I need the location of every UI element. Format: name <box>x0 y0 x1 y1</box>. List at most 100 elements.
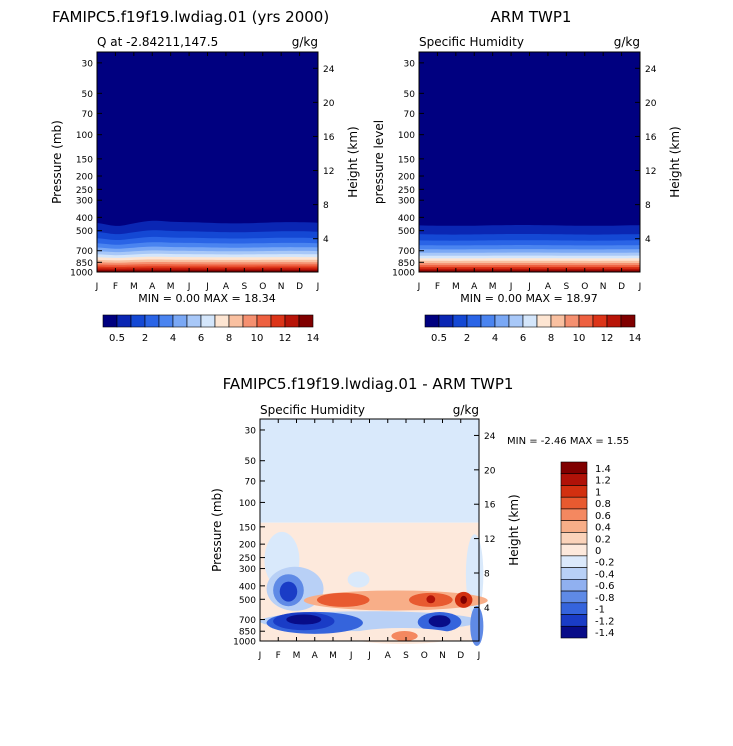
y-tick-label: 200 <box>76 173 93 183</box>
y-tick-label: 300 <box>76 197 93 207</box>
colorbar-label: 0.2 <box>595 534 611 545</box>
colorbar-label: 0.5 <box>109 333 125 344</box>
colorbar-swatch <box>452 314 468 328</box>
y2-tick-label: 24 <box>484 432 496 442</box>
chart-units: g/kg <box>292 35 318 49</box>
colorbar-swatch <box>256 314 272 328</box>
y-tick-label: 70 <box>404 110 416 120</box>
colorbar-swatch <box>560 496 588 510</box>
x-tick-label: J <box>417 282 421 292</box>
diff-contour-region <box>426 595 436 604</box>
colorbar-label: 0.6 <box>595 511 611 522</box>
colorbar-label: 1.4 <box>595 464 611 475</box>
y-tick-label: 1000 <box>392 269 415 279</box>
colorbar-swatch <box>298 314 314 328</box>
colorbar-swatch <box>424 314 440 328</box>
colorbar-label: -0.4 <box>595 569 615 580</box>
x-tick-label: D <box>296 282 303 292</box>
y-tick-label: 30 <box>82 59 94 69</box>
colorbar-label: 0.8 <box>595 499 611 510</box>
x-tick-label: M <box>489 282 497 292</box>
y-tick-label: 1000 <box>70 269 93 279</box>
colorbar-swatch <box>560 602 588 615</box>
colorbar-label: 4 <box>170 333 176 344</box>
colorbar-label: -1.4 <box>595 628 615 639</box>
colorbar-swatch <box>144 314 160 328</box>
x-tick-label: A <box>385 651 392 661</box>
x-tick-label: A <box>312 651 319 661</box>
diff-contour-region <box>279 581 298 602</box>
colorbar-label: 12 <box>601 333 614 344</box>
colorbar-label: 10 <box>251 333 264 344</box>
colorbar-label: -0.8 <box>595 593 615 604</box>
y2-tick-label: 8 <box>645 201 651 211</box>
y-tick-label: 300 <box>239 565 256 575</box>
colorbar-label: 8 <box>548 333 554 344</box>
y-tick-label: 400 <box>76 214 93 224</box>
colorbar-swatch <box>578 314 594 328</box>
x-tick-label: S <box>563 282 569 292</box>
diff-upper-band <box>260 419 479 523</box>
x-tick-label: O <box>259 282 266 292</box>
colorbar-swatch <box>480 314 496 328</box>
colorbar-label: 14 <box>629 333 642 344</box>
x-tick-label: J <box>316 282 320 292</box>
colorbar-swatch <box>130 314 146 328</box>
colorbar-swatch <box>560 461 588 475</box>
colorbar-label: 6 <box>198 333 204 344</box>
colorbar-swatch <box>284 314 300 328</box>
colorbar-swatch <box>214 314 230 328</box>
chart-subtitle: Specific Humidity <box>260 403 365 417</box>
y2-tick-label: 20 <box>323 99 335 109</box>
colorbar-swatch <box>494 314 510 328</box>
y-tick-label: 100 <box>398 131 415 141</box>
difference-field <box>260 419 488 647</box>
y-tick-label: 50 <box>245 457 257 467</box>
y-tick-label: 1000 <box>233 638 256 648</box>
diff-contour-region <box>347 571 370 588</box>
colorbar-label: 1 <box>595 487 601 498</box>
y-tick-label: 100 <box>239 499 256 509</box>
colorbar-swatch <box>560 614 588 627</box>
x-tick-label: J <box>527 282 531 292</box>
y2-tick-label: 4 <box>323 235 329 245</box>
diff-contour-region <box>316 592 370 607</box>
colorbar-label: 1.2 <box>595 476 611 487</box>
colorbar-swatch <box>560 520 588 533</box>
colorbar-swatch <box>228 314 244 328</box>
colorbar-label: 12 <box>279 333 292 344</box>
colorbar-label: 0 <box>595 546 601 557</box>
x-tick-label: J <box>258 651 262 661</box>
x-tick-label: J <box>187 282 191 292</box>
colorbar-label: -0.2 <box>595 558 615 569</box>
diff-contour-region <box>391 630 418 641</box>
y-tick-label: 70 <box>82 110 94 120</box>
colorbar-swatch <box>102 314 118 328</box>
colorbar-label: 14 <box>307 333 320 344</box>
x-tick-label: F <box>435 282 440 292</box>
colorbar-swatch <box>560 590 588 604</box>
x-tick-label: J <box>477 651 481 661</box>
chart-subtitle: Specific Humidity <box>419 35 524 49</box>
colorbar-label: 2 <box>142 333 148 344</box>
chart-title: ARM TWP1 <box>491 8 572 26</box>
x-tick-label: J <box>205 282 209 292</box>
x-tick-label: N <box>600 282 607 292</box>
x-tick-label: J <box>367 651 371 661</box>
colorbar-swatch <box>620 314 636 328</box>
colorbar-label: 10 <box>573 333 586 344</box>
colorbar-swatch <box>116 314 132 328</box>
x-tick-label: M <box>452 282 460 292</box>
y2-tick-label: 24 <box>645 65 657 75</box>
x-tick-label: J <box>95 282 99 292</box>
colorbar-swatch <box>508 314 524 328</box>
chart-title: FAMIPC5.f19f19.lwdiag.01 - ARM TWP1 <box>223 375 514 393</box>
y-tick-label: 70 <box>245 477 257 487</box>
colorbar-swatch <box>560 543 588 557</box>
y-tick-label: 700 <box>239 616 256 626</box>
y2-tick-label: 8 <box>323 201 329 211</box>
y-tick-label: 50 <box>82 90 94 100</box>
y2-tick-label: 8 <box>484 569 490 579</box>
x-tick-label: M <box>329 651 337 661</box>
x-tick-label: A <box>223 282 230 292</box>
